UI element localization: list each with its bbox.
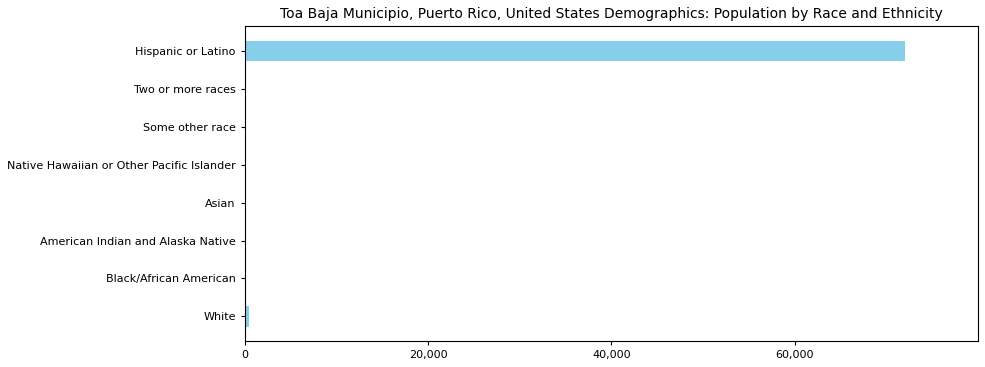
Bar [244, 41, 904, 61]
Title: Toa Baja Municipio, Puerto Rico, United States Demographics: Population by Race : Toa Baja Municipio, Puerto Rico, United … [280, 7, 943, 21]
Bar [244, 306, 249, 327]
